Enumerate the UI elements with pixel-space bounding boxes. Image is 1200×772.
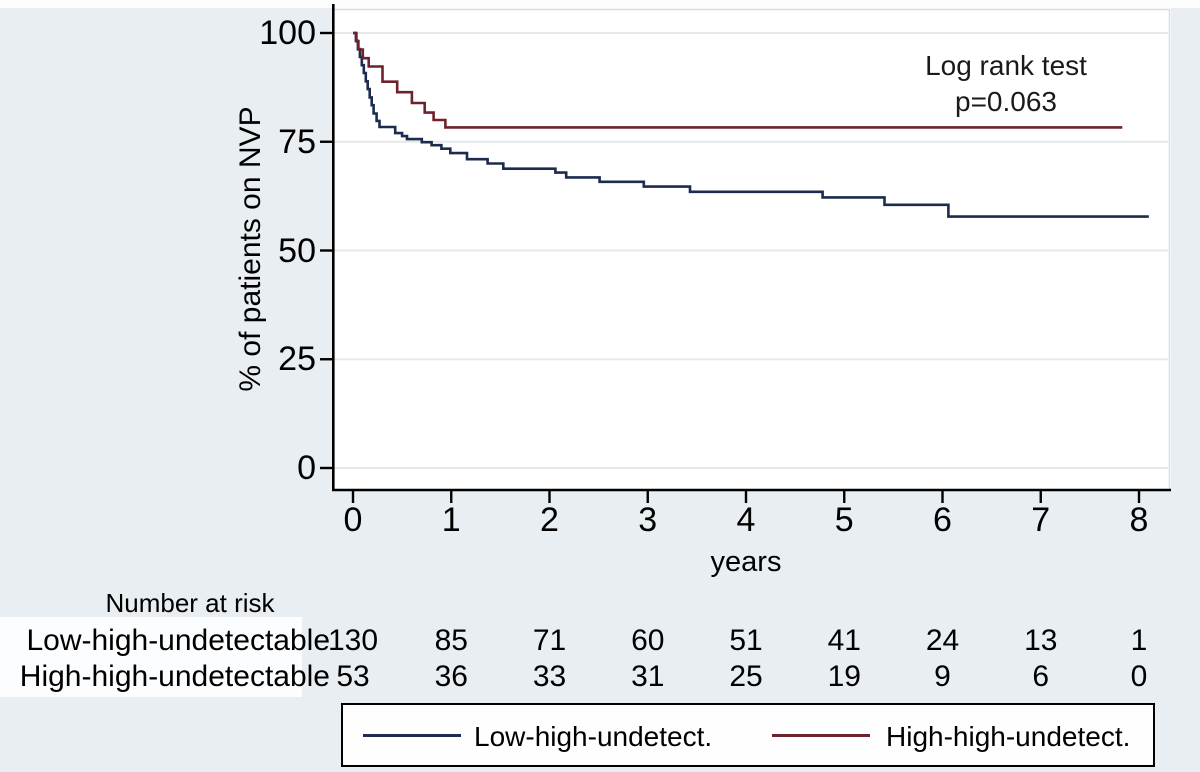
legend: Low-high-undetect. High-high-undetect. — [341, 703, 1155, 767]
risk-value: 60 — [631, 624, 665, 657]
km-curve-high-high-undetectable — [353, 31, 1123, 129]
risk-value: 0 — [1130, 660, 1148, 693]
x-tick-label-6: 6 — [933, 501, 952, 539]
x-tick-label-7: 7 — [1031, 501, 1051, 539]
risk-value: 19 — [827, 660, 861, 693]
risk-value: 13 — [1024, 624, 1058, 657]
legend-label-0: Low-high-undetect. — [474, 721, 713, 752]
risk-value: 1 — [1130, 624, 1148, 657]
risk-value: 25 — [729, 660, 763, 693]
km-curve-low-high-undetectable — [353, 31, 1149, 218]
risk-value: 24 — [925, 624, 960, 657]
x-tick-label-8: 8 — [1129, 501, 1149, 539]
y-axis-title: % of patients on NVP — [234, 106, 267, 392]
y-tick-label-100: 100 — [259, 14, 316, 52]
x-tick-label-0: 0 — [343, 501, 363, 539]
y-tick-label-0: 0 — [297, 449, 316, 487]
plot-area — [334, 8, 1171, 489]
plot-frame — [334, 8, 1171, 489]
risk-value: 51 — [729, 624, 763, 657]
risk-value: 41 — [827, 624, 861, 657]
y-tick-label-50: 50 — [278, 231, 316, 270]
risk-value: 85 — [434, 624, 468, 657]
x-axis-title: years — [710, 546, 782, 578]
risk-table-title: Number at risk — [105, 588, 275, 618]
risk-value: 71 — [532, 624, 567, 657]
log-rank-annotation-line2: p=0.063 — [955, 86, 1057, 117]
risk-value: 36 — [434, 660, 468, 693]
x-tick-label-3: 3 — [638, 501, 658, 539]
risk-label-backdrop — [0, 617, 302, 697]
legend-label-1: High-high-undetect. — [886, 721, 1131, 752]
y-tick-label-25: 25 — [278, 340, 316, 379]
legend-swatch-1 — [772, 734, 870, 737]
x-tick-label-1: 1 — [441, 501, 461, 539]
risk-value: 9 — [934, 660, 951, 693]
risk-value: 130 — [327, 624, 379, 657]
log-rank-annotation: Log rank test p=0.063 — [860, 48, 1152, 120]
x-tick-label-5: 5 — [834, 501, 854, 539]
legend-swatch-0 — [363, 734, 461, 737]
risk-row-label-1: High-high-undetectable — [19, 660, 330, 693]
x-tick-label-2: 2 — [540, 501, 559, 539]
risk-value: 6 — [1032, 660, 1050, 693]
risk-value: 31 — [631, 660, 665, 693]
y-tick-label-75: 75 — [278, 122, 316, 161]
risk-value: 53 — [336, 660, 370, 693]
risk-value: 33 — [532, 660, 567, 693]
risk-row-label-0: Low-high-undetectable — [26, 624, 330, 657]
log-rank-annotation-line1: Log rank test — [925, 50, 1087, 81]
top-margin — [0, 0, 1200, 8]
x-tick-label-4: 4 — [736, 501, 756, 539]
